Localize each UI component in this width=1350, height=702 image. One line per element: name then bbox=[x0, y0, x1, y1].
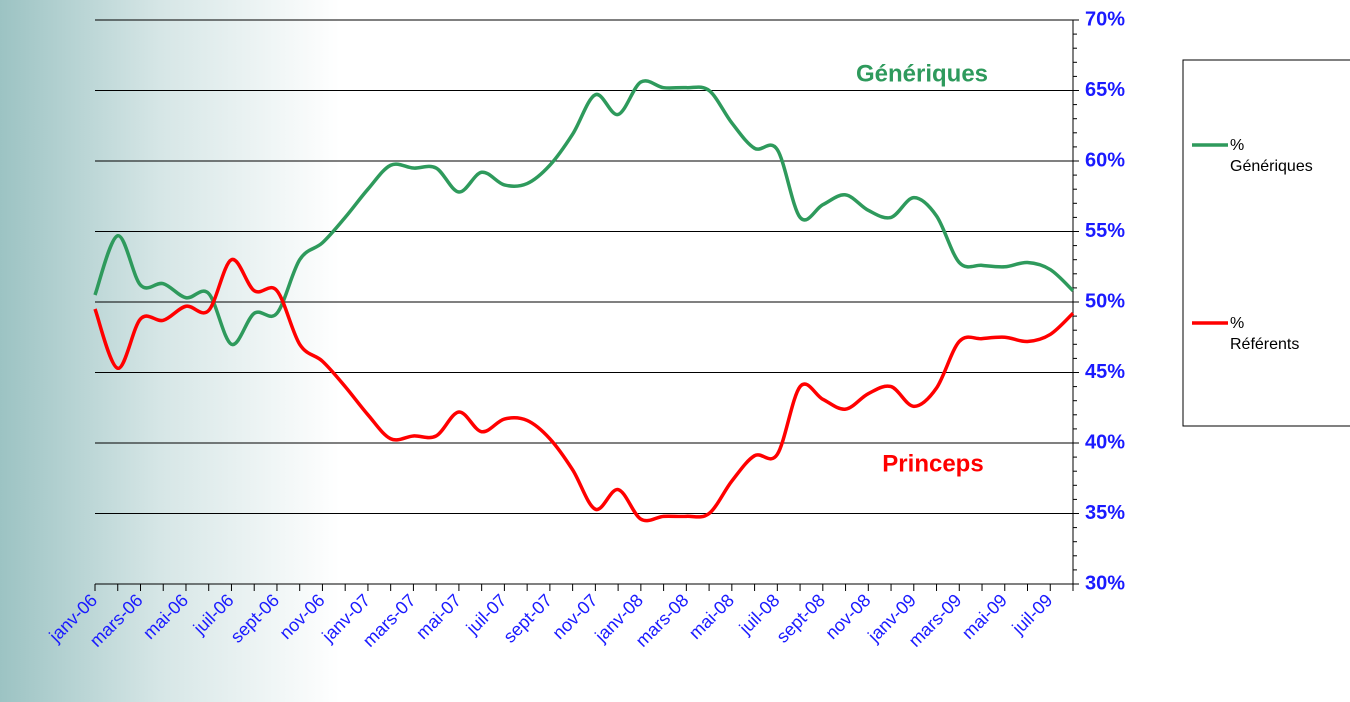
y-tick-label: 30% bbox=[1085, 572, 1125, 594]
x-tick-label: mai-08 bbox=[685, 590, 738, 643]
x-tick-label: mai-09 bbox=[958, 590, 1011, 643]
x-tick-label: sept-06 bbox=[227, 590, 284, 647]
legend-label: % Génériques bbox=[1230, 137, 1313, 175]
legend-label: % Référents bbox=[1230, 315, 1300, 353]
y-tick-label: 60% bbox=[1085, 149, 1125, 171]
y-tick-label: 45% bbox=[1085, 361, 1125, 383]
series-line bbox=[93, 257, 1075, 523]
y-tick-label: 40% bbox=[1085, 431, 1125, 453]
x-tick-label: mai-06 bbox=[139, 590, 192, 643]
series-line bbox=[93, 79, 1075, 347]
annotation: Génériques bbox=[856, 60, 988, 87]
x-tick-label: sept-07 bbox=[499, 590, 556, 647]
y-tick-label: 65% bbox=[1085, 79, 1125, 101]
y-tick-label: 70% bbox=[1085, 8, 1125, 30]
x-tick-label: sept-08 bbox=[772, 590, 829, 647]
y-tick-label: 55% bbox=[1085, 220, 1125, 242]
x-tick-label: juil-09 bbox=[1008, 590, 1057, 639]
y-tick-label: 35% bbox=[1085, 502, 1125, 524]
legend-box bbox=[1182, 59, 1350, 427]
x-tick-label: mai-07 bbox=[412, 590, 465, 643]
y-tick-label: 50% bbox=[1085, 290, 1125, 312]
annotation: Princeps bbox=[882, 450, 983, 477]
